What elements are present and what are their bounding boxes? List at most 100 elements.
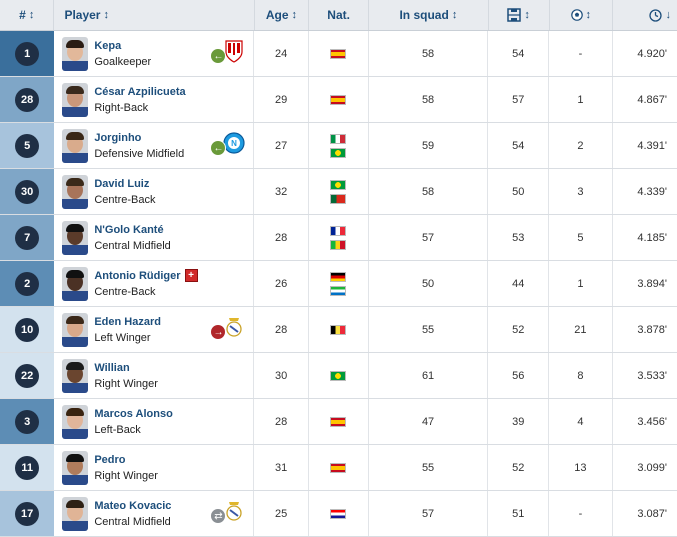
player-name-link[interactable]: Kepa bbox=[94, 39, 122, 52]
col-player-header[interactable]: Player ↕ bbox=[54, 0, 255, 30]
player-avatar[interactable] bbox=[62, 312, 89, 347]
goals-cell: - bbox=[549, 31, 613, 76]
player-avatar[interactable] bbox=[62, 128, 89, 163]
starts-cell: 52 bbox=[488, 445, 550, 490]
player-cell: Jorginho Defensive Midfield ← N bbox=[54, 123, 255, 168]
player-cell: Eden Hazard Left Winger → bbox=[54, 307, 255, 352]
number-cell: 10 bbox=[0, 307, 55, 352]
player-name-link[interactable]: David Luiz bbox=[94, 177, 150, 190]
player-avatar[interactable] bbox=[62, 358, 89, 393]
col-age-header[interactable]: Age ↕ bbox=[255, 0, 310, 30]
sort-desc-icon[interactable]: ↓ bbox=[665, 9, 671, 21]
nationality-cell bbox=[309, 77, 369, 122]
minutes-cell: 4.339' bbox=[637, 185, 668, 198]
shirt-number-badge: 7 bbox=[15, 225, 40, 250]
goals-cell: 1 bbox=[549, 261, 613, 306]
player-avatar[interactable] bbox=[62, 220, 89, 255]
in-squad-cell: 50 bbox=[369, 261, 489, 306]
flag-de-icon bbox=[330, 271, 347, 282]
nationality-cell bbox=[309, 123, 369, 168]
transfer-info[interactable]: → bbox=[210, 314, 245, 340]
table-header: # ↕ Player ↕ Age ↕ Nat. In squad ↕ ↕ ↕ ↓ bbox=[0, 0, 677, 31]
age-cell: 32 bbox=[254, 169, 309, 214]
player-avatar[interactable] bbox=[62, 36, 89, 71]
number-cell: 7 bbox=[0, 215, 55, 260]
sort-icon[interactable]: ↕ bbox=[103, 9, 109, 21]
transfer-info[interactable]: ⇄ bbox=[210, 498, 245, 524]
napoli-crest-icon: N bbox=[223, 132, 246, 154]
player-name-link[interactable]: César Azpilicueta bbox=[94, 85, 186, 98]
starts-cell: 56 bbox=[488, 353, 550, 398]
goals-cell: 1 bbox=[549, 77, 613, 122]
flag-br-icon bbox=[330, 147, 347, 158]
col-in-squad-header[interactable]: In squad ↕ bbox=[369, 0, 489, 30]
real-madrid-crest-icon bbox=[226, 318, 243, 337]
nationality-cell bbox=[309, 491, 369, 536]
sort-icon[interactable]: ↕ bbox=[451, 9, 458, 21]
shirt-number-badge: 17 bbox=[15, 501, 40, 526]
sort-icon[interactable]: ↕ bbox=[524, 9, 530, 21]
minutes-cell: 3.533' bbox=[637, 369, 668, 382]
minutes-cell: 4.920' bbox=[637, 47, 668, 60]
age-cell: 31 bbox=[254, 445, 309, 490]
in-squad-cell: 61 bbox=[369, 353, 489, 398]
player-position: Right Winger bbox=[94, 469, 158, 482]
goals-cell: 5 bbox=[549, 215, 613, 260]
shirt-number-badge: 1 bbox=[15, 41, 40, 66]
goals-cell: 21 bbox=[549, 307, 613, 352]
shirt-number-badge: 30 bbox=[15, 179, 40, 204]
col-number-header[interactable]: # ↕ bbox=[0, 0, 55, 30]
player-name-link[interactable]: Marcos Alonso bbox=[94, 407, 173, 420]
in-squad-cell: 55 bbox=[369, 307, 489, 352]
shirt-number-badge: 10 bbox=[15, 317, 40, 342]
minutes-cell: 3.878' bbox=[637, 323, 668, 336]
player-name-link[interactable]: Pedro bbox=[94, 453, 126, 466]
player-name-link[interactable]: Willian bbox=[94, 361, 130, 374]
player-avatar[interactable] bbox=[62, 82, 89, 117]
in-squad-cell: 57 bbox=[369, 491, 489, 536]
minutes-cell: 3.099' bbox=[637, 461, 668, 474]
age-cell: 25 bbox=[254, 491, 309, 536]
in-squad-cell: 59 bbox=[369, 123, 489, 168]
player-name-link[interactable]: N'Golo Kanté bbox=[94, 223, 164, 236]
minutes-cell: 4.867' bbox=[637, 93, 668, 106]
shirt-number-badge: 3 bbox=[15, 409, 40, 434]
player-position: Left-Back bbox=[94, 423, 141, 436]
player-avatar[interactable] bbox=[62, 450, 89, 485]
player-avatar[interactable] bbox=[62, 174, 89, 209]
svg-text:N: N bbox=[232, 139, 238, 148]
col-minutes-header[interactable]: ↓ bbox=[613, 0, 677, 30]
player-name-link[interactable]: Mateo Kovacic bbox=[94, 499, 172, 512]
table-row: 7 N'Golo Kanté Central Midfield 28 57 53… bbox=[0, 215, 677, 261]
player-avatar[interactable] bbox=[62, 404, 89, 439]
transfer-info[interactable]: ← N bbox=[210, 130, 246, 156]
injury-icon[interactable]: + bbox=[184, 269, 198, 282]
sort-icon[interactable]: ↕ bbox=[291, 9, 298, 21]
player-position: Centre-Back bbox=[94, 286, 156, 298]
player-name-link[interactable]: Jorginho bbox=[94, 131, 142, 144]
col-goals-header[interactable]: ↕ bbox=[550, 0, 613, 30]
transfer-info[interactable]: ← bbox=[210, 38, 245, 64]
col-starting-eleven-header[interactable]: ↕ bbox=[489, 0, 550, 30]
table-row: 22 Willian Right Winger 30 61 56 8 3.533… bbox=[0, 353, 677, 399]
number-cell: 2 bbox=[0, 261, 55, 306]
player-name-link[interactable]: Antonio Rüdiger bbox=[94, 269, 181, 282]
flag-es-icon bbox=[330, 48, 347, 59]
transfer-in-arrow-icon: ← bbox=[210, 140, 227, 156]
player-position: Right-Back bbox=[94, 101, 149, 114]
shirt-number-badge: 5 bbox=[15, 133, 40, 158]
sort-icon[interactable]: ↕ bbox=[585, 9, 592, 21]
player-cell: Marcos Alonso Left-Back bbox=[54, 399, 255, 444]
in-squad-cell: 47 bbox=[369, 399, 489, 444]
player-avatar[interactable] bbox=[62, 496, 89, 531]
flag-fr-icon bbox=[330, 225, 347, 236]
number-cell: 11 bbox=[0, 445, 55, 490]
flag-br-icon bbox=[330, 179, 347, 190]
sort-icon[interactable]: ↕ bbox=[28, 9, 35, 21]
player-name-link[interactable]: Eden Hazard bbox=[94, 315, 161, 328]
flag-pt-icon bbox=[330, 193, 347, 204]
minutes-cell: 4.391' bbox=[637, 139, 668, 152]
flag-be-icon bbox=[330, 324, 347, 335]
age-cell: 26 bbox=[254, 261, 309, 306]
player-avatar[interactable] bbox=[62, 266, 89, 301]
